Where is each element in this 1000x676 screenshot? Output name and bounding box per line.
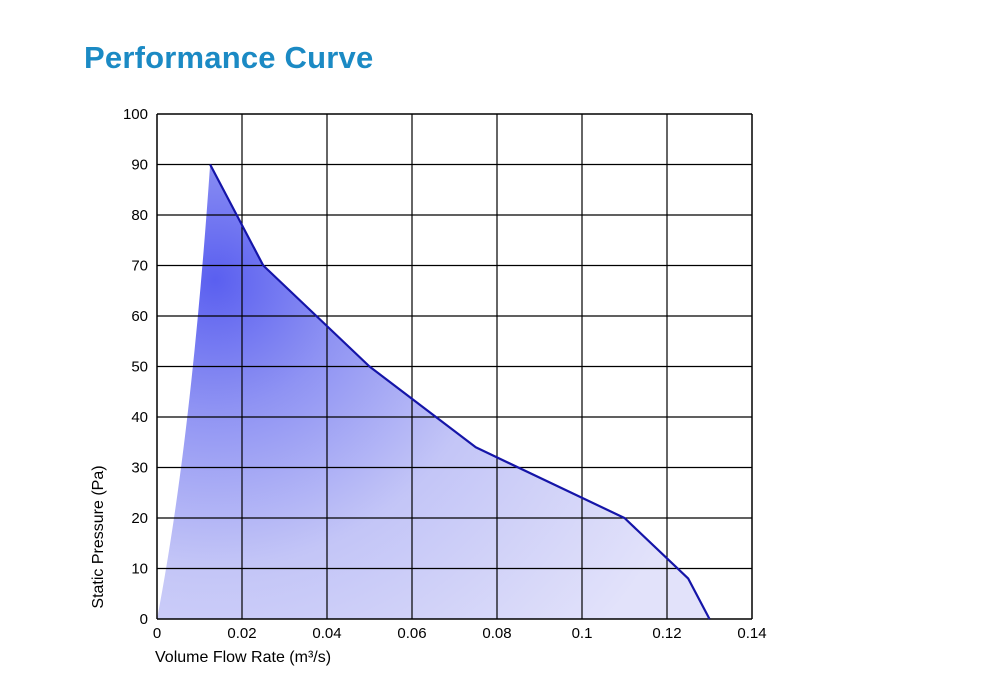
x-tick-label: 0.06 [397,625,426,642]
x-tick-label: 0 [153,625,161,642]
y-tick-label: 90 [131,157,148,174]
y-tick-label: 20 [131,510,148,527]
y-tick-label: 100 [123,106,148,123]
x-tick-label: 0.1 [572,625,593,642]
y-tick-label: 80 [131,207,148,224]
x-axis-label: Volume Flow Rate (m³/s) [155,649,331,666]
y-tick-label: 30 [131,460,148,477]
y-tick-label: 0 [140,611,148,628]
x-tick-label: 0.12 [652,625,681,642]
x-tick-label: 0.04 [312,625,341,642]
x-tick-label: 0.02 [227,625,256,642]
y-tick-label: 40 [131,409,148,426]
y-tick-label: 60 [131,308,148,325]
x-tick-label: 0.08 [482,625,511,642]
y-tick-label: 50 [131,359,148,376]
curve-area-fill [157,164,710,619]
y-axis-label: Static Pressure (Pa) [90,465,107,608]
y-tick-label: 70 [131,258,148,275]
x-tick-label: 0.14 [737,625,766,642]
chart-title: Performance Curve [84,40,374,75]
y-tick-label: 10 [131,561,148,578]
